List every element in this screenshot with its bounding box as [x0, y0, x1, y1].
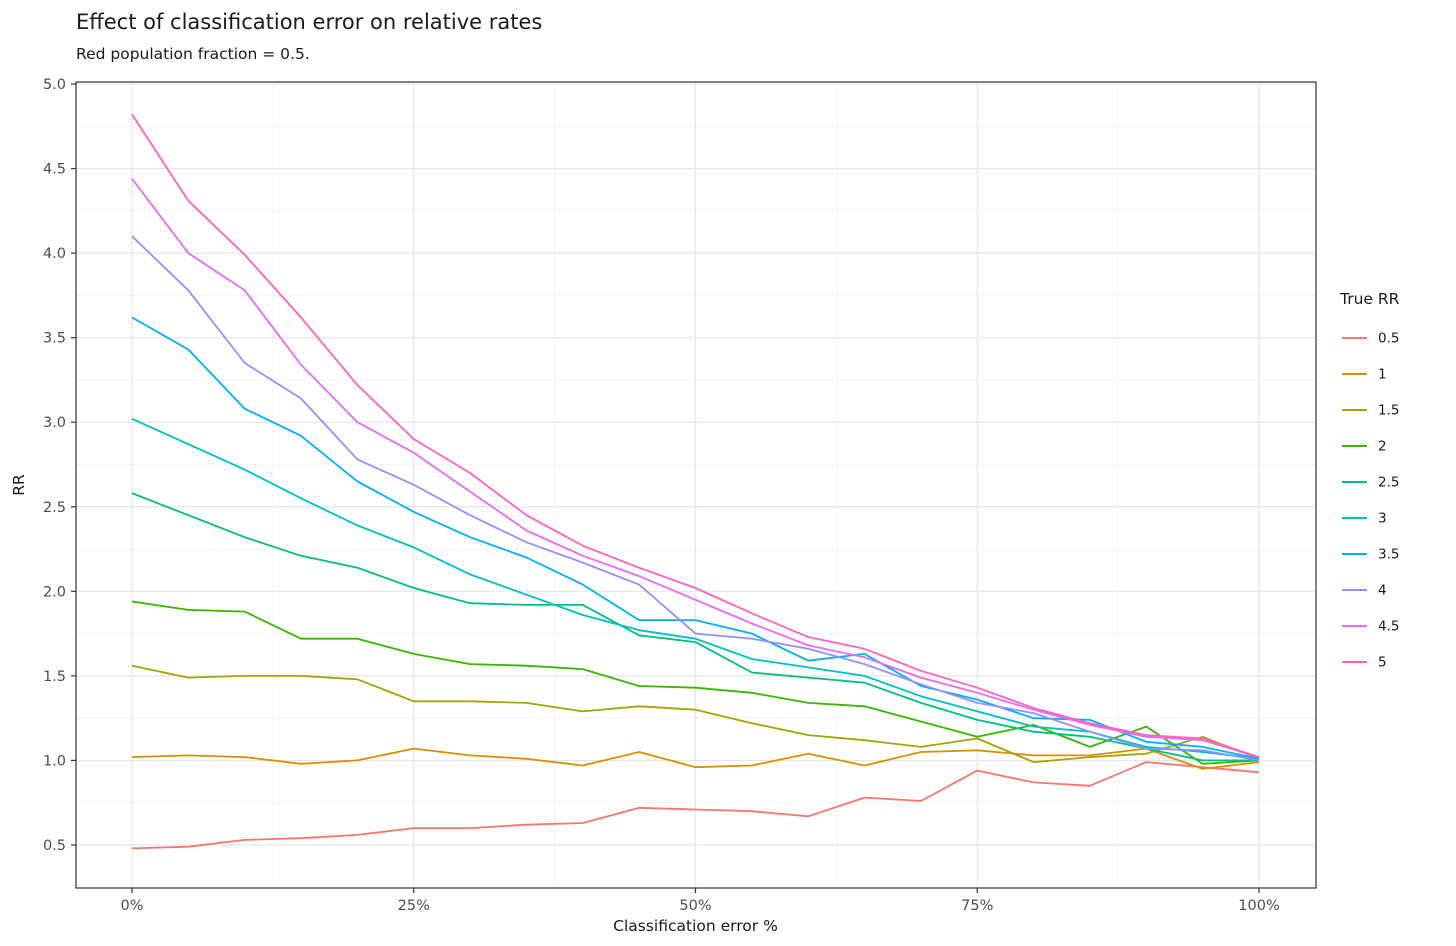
grid-major [76, 82, 1316, 888]
series-line-3 [131, 417, 1260, 760]
y-tick-label: 2.0 [43, 584, 66, 600]
legend-entry-1: 1 [1342, 367, 1387, 383]
legend-label: 0.5 [1378, 331, 1399, 347]
legend-label: 3 [1378, 511, 1387, 527]
legend-entry-4: 4 [1342, 583, 1387, 599]
plot-subtitle: Red population fraction = 0.5. [76, 45, 310, 63]
series-line-2.5 [131, 492, 1259, 762]
y-tick-label: 4.5 [43, 162, 66, 178]
x-tick-label: 50% [679, 898, 711, 914]
series-line-4.5 [131, 178, 1260, 758]
legend-label: 5 [1378, 655, 1387, 671]
legend-entry-1.5: 1.5 [1342, 403, 1399, 419]
series-lines [131, 113, 1260, 850]
series-line-0.5 [131, 761, 1260, 850]
legend-label: 1 [1378, 367, 1387, 383]
x-tick-label: 75% [961, 898, 993, 914]
series-line-4 [131, 235, 1260, 762]
legend-entry-5: 5 [1342, 655, 1387, 671]
y-tick-label: 3.0 [43, 415, 66, 431]
y-tick-label: 1.0 [43, 753, 66, 769]
legend-label: 4 [1378, 583, 1387, 599]
legend-entry-4.5: 4.5 [1342, 619, 1399, 635]
legend-entry-0.5: 0.5 [1342, 331, 1399, 347]
x-axis-title: Classification error % [613, 917, 778, 935]
x-tick-label: 25% [398, 898, 430, 914]
axes: 0% 25% 50% 75% 100% 0.5 1.0 1.5 2.0 2.5 3.0 3.5 4.0 4… [43, 77, 1280, 914]
legend-entry-2.5: 2.5 [1342, 475, 1399, 491]
y-tick-label: 1.5 [43, 669, 66, 685]
y-tick-label: 4.0 [43, 246, 66, 262]
legend-label: 2.5 [1378, 475, 1399, 491]
y-axis-title: RR [10, 474, 28, 496]
y-tick-label: 2.5 [43, 500, 66, 516]
legend-entry-3.5: 3.5 [1342, 547, 1399, 563]
x-tick-label: 100% [1238, 898, 1279, 914]
legend-title: True RR [1339, 290, 1400, 308]
y-tick-label: 0.5 [43, 838, 66, 854]
plot-title: Effect of classification error on relati… [76, 10, 543, 34]
legend: True RR 0.5 1 1.5 2 2.5 3 3.5 4 4.5 5 [1339, 290, 1400, 671]
series-line-1 [131, 747, 1260, 770]
x-tick-label: 0% [120, 898, 143, 914]
series-line-5 [131, 113, 1260, 758]
y-tick-label: 3.5 [43, 331, 66, 347]
legend-label: 4.5 [1378, 619, 1399, 635]
series-line-2 [131, 600, 1260, 765]
legend-entry-2: 2 [1342, 439, 1387, 455]
legend-label: 3.5 [1378, 547, 1399, 563]
legend-label: 1.5 [1378, 403, 1399, 419]
series-line-1.5 [131, 664, 1260, 763]
y-tick-label: 5.0 [43, 77, 66, 93]
legend-entry-3: 3 [1342, 511, 1387, 527]
legend-label: 2 [1378, 439, 1387, 455]
